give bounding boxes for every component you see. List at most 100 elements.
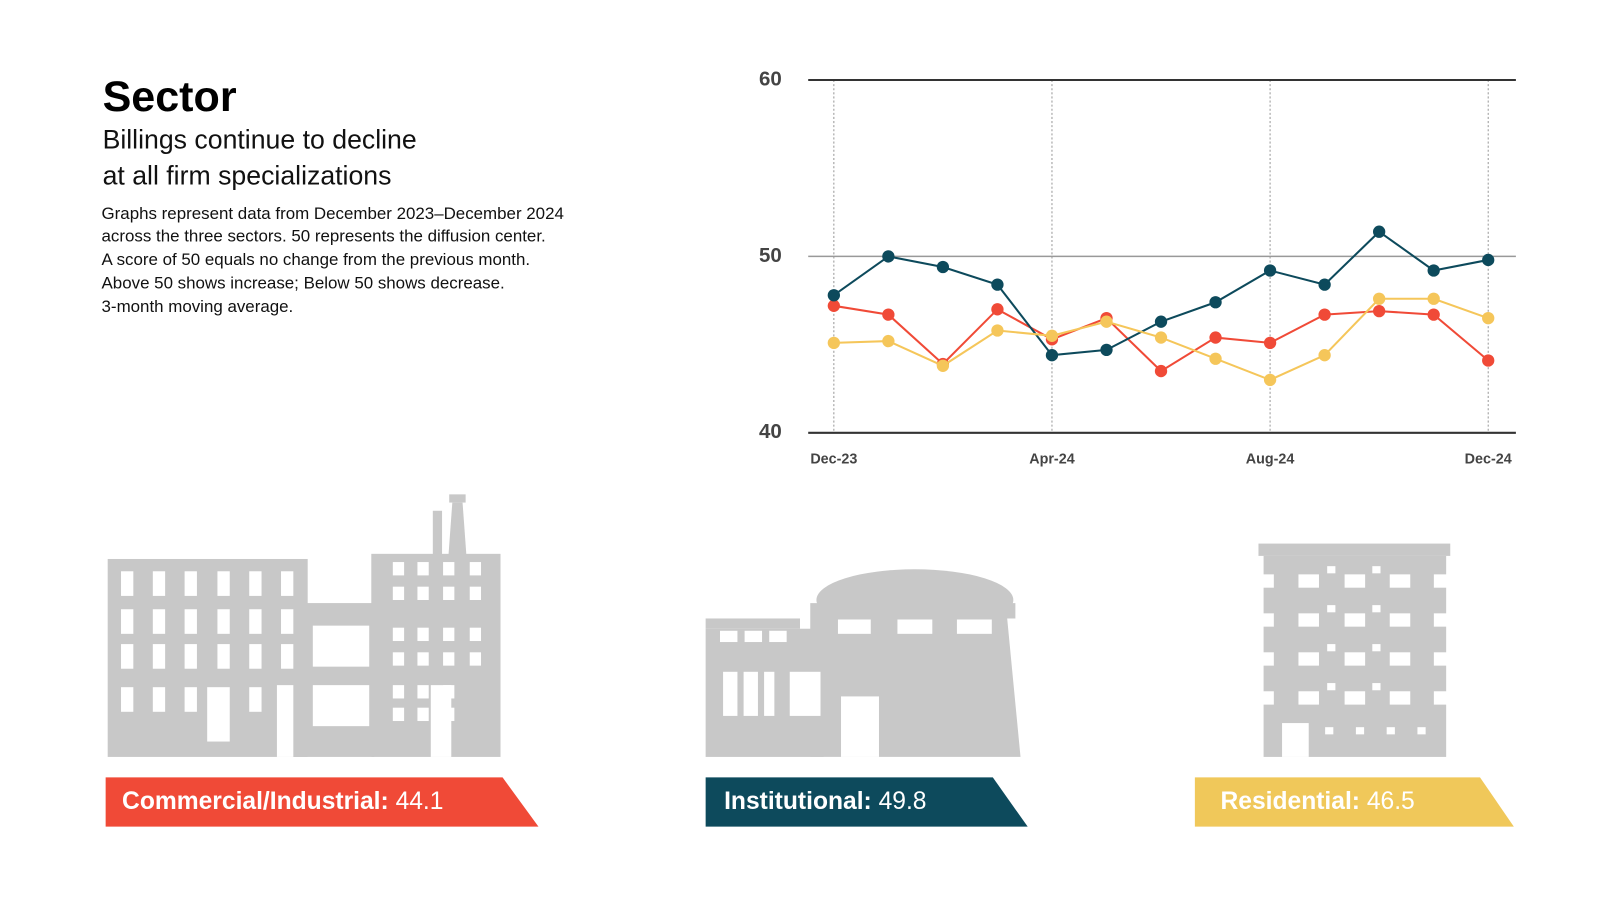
balcony: [1344, 574, 1366, 588]
data-point: [1482, 312, 1495, 325]
data-point: [1482, 253, 1495, 267]
window: [443, 562, 455, 576]
window: [392, 707, 405, 722]
window: [417, 707, 429, 722]
y-tick-label: 60: [759, 67, 782, 90]
description: A score of 50 equals no change from the …: [102, 250, 531, 269]
description: across the three sectors. 50 represents …: [102, 226, 546, 245]
banner-text: Institutional: 49.8: [724, 788, 926, 815]
window: [152, 644, 166, 669]
window: [217, 609, 230, 634]
data-point: [1318, 278, 1331, 291]
data-point: [991, 303, 1004, 316]
window: [121, 609, 134, 634]
data-point: [1427, 292, 1440, 305]
data-point: [1154, 331, 1168, 344]
balcony: [1433, 652, 1455, 666]
banner-text: Residential: 46.5: [1221, 788, 1415, 815]
x-tick-label: Apr-24: [1029, 451, 1074, 467]
balcony: [1389, 652, 1411, 666]
window: [417, 652, 429, 666]
window: [417, 562, 429, 576]
window: [217, 644, 230, 669]
sector-banner: [705, 777, 1028, 827]
data-point: [827, 299, 840, 312]
balcony: [1253, 574, 1274, 588]
sector-name: Institutional:: [724, 788, 872, 815]
balcony: [1433, 613, 1455, 627]
y-tick-label: 40: [759, 420, 782, 443]
window: [121, 644, 134, 669]
data-point: [1209, 296, 1222, 309]
data-point: [1372, 304, 1386, 318]
data-point: [936, 260, 950, 274]
residential-building: [1253, 543, 1455, 757]
subtitle: Billings continue to decline: [103, 125, 417, 155]
window: [1386, 727, 1395, 735]
window: [417, 627, 429, 642]
balcony: [1433, 691, 1455, 705]
line-chart: Dec-23 Apr-24 Aug-24 Dec-24 40 50 60: [759, 67, 1516, 467]
window: [417, 586, 429, 600]
subtitle: at all firm specializations: [103, 160, 392, 190]
window: [443, 652, 455, 666]
window: [392, 652, 405, 666]
data-point: [1482, 354, 1495, 367]
window: [184, 609, 197, 634]
window: [392, 685, 405, 699]
data-point: [1209, 352, 1222, 365]
data-point: [1154, 315, 1168, 328]
data-point: [1372, 225, 1386, 238]
window: [121, 571, 134, 596]
window: [184, 571, 197, 596]
balcony: [1389, 574, 1411, 588]
window: [281, 571, 294, 596]
data-point: [991, 278, 1004, 291]
balcony: [1253, 613, 1274, 627]
window: [249, 571, 262, 596]
sector-banner: [105, 777, 539, 827]
x-tick-label: Dec-23: [810, 451, 857, 467]
data-point: [1372, 292, 1386, 305]
data-point: [1045, 349, 1059, 362]
data-point: [882, 250, 895, 263]
balcony: [1298, 652, 1319, 666]
description: Above 50 shows increase; Below 50 shows …: [102, 274, 505, 293]
institutional-building: [705, 569, 1021, 757]
data-point: [1100, 343, 1113, 357]
data-point: [991, 324, 1004, 337]
window: [281, 609, 294, 634]
window: [184, 644, 197, 669]
window: [121, 687, 134, 712]
window: [1327, 566, 1336, 574]
balcony: [1433, 574, 1455, 588]
sector-value: 46.5: [1367, 788, 1415, 815]
data-point: [1045, 329, 1059, 342]
window: [443, 685, 455, 699]
commercial-building: [107, 494, 501, 757]
balcony: [1253, 652, 1274, 666]
data-point: [1209, 331, 1222, 344]
window: [249, 609, 262, 634]
balcony: [1298, 691, 1319, 705]
window: [1325, 727, 1334, 735]
balcony: [1389, 691, 1411, 705]
window: [1372, 683, 1381, 691]
window: [1372, 566, 1381, 574]
banner-text: Commercial/Industrial: 44.1: [122, 788, 443, 815]
x-tick-label: Dec-24: [1465, 451, 1512, 467]
window: [392, 586, 405, 600]
balcony: [1389, 613, 1411, 627]
balcony: [1344, 691, 1366, 705]
window: [1327, 605, 1336, 613]
window: [392, 562, 405, 576]
window: [417, 685, 429, 699]
data-point: [1154, 364, 1168, 378]
data-point: [1318, 308, 1331, 321]
window: [152, 609, 166, 634]
data-point: [1263, 264, 1277, 277]
window: [469, 627, 482, 642]
balcony: [1344, 613, 1366, 627]
window: [1327, 683, 1336, 691]
sector-name: Residential:: [1221, 788, 1361, 815]
